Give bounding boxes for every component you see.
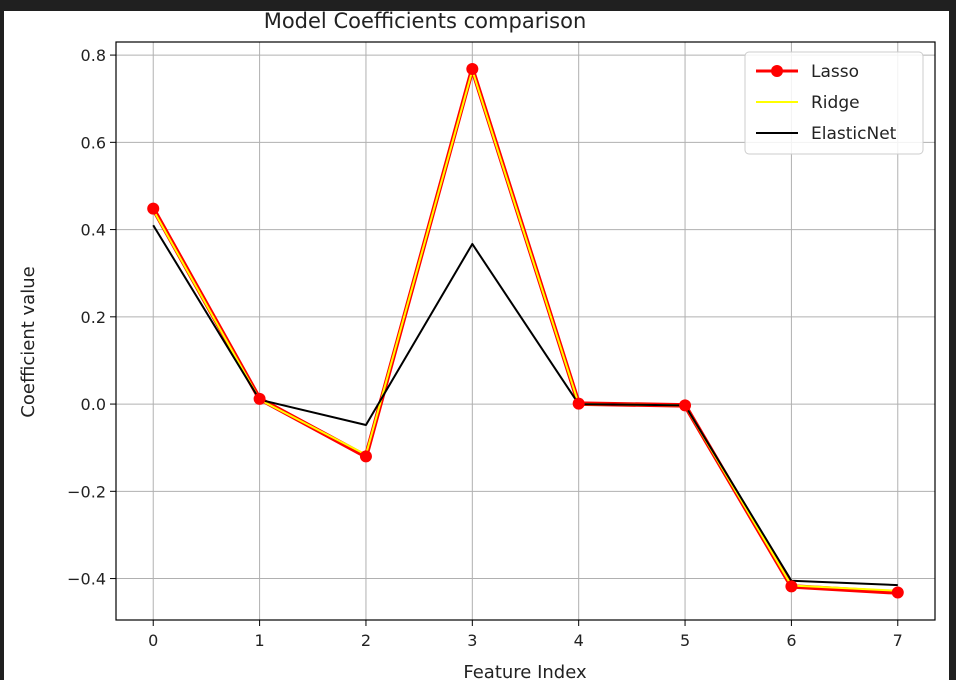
data-point-lasso bbox=[466, 63, 479, 76]
y-tick-label: 0.0 bbox=[81, 395, 106, 414]
data-point-lasso bbox=[785, 580, 798, 593]
x-axis-title: Feature Index bbox=[463, 662, 587, 680]
data-point-lasso bbox=[679, 399, 692, 412]
x-tick-label: 2 bbox=[361, 631, 371, 650]
legend-label-elasticnet: ElasticNet bbox=[811, 124, 897, 144]
axis-ticks: 0 1 2 3 4 5 6 7 −0.4 −0.2 0.0 0.2 0.4 0.6 0.8 bbox=[67, 46, 903, 650]
data-point-lasso bbox=[572, 397, 585, 410]
y-tick-label: 0.8 bbox=[81, 46, 106, 65]
y-tick-label: 0.6 bbox=[81, 133, 106, 152]
legend-label-lasso: Lasso bbox=[811, 62, 859, 82]
x-tick-label: 4 bbox=[574, 631, 584, 650]
legend: Lasso Ridge ElasticNet bbox=[744, 51, 924, 155]
x-tick-label: 0 bbox=[148, 631, 158, 650]
x-tick-label: 3 bbox=[467, 631, 477, 650]
series-line-elasticnet bbox=[152, 224, 898, 587]
legend-box bbox=[744, 51, 924, 155]
figure-canvas: Model Coefficients comparison 0 1 2 3 4 5 6 7 −0… bbox=[4, 11, 949, 680]
y-axis-title: Coefficient value bbox=[18, 266, 39, 417]
chart-title: Model Coefficients comparison bbox=[264, 11, 587, 33]
data-point-lasso bbox=[253, 392, 266, 405]
y-tick-label: 0.4 bbox=[81, 221, 106, 240]
y-tick-label: −0.2 bbox=[67, 482, 106, 501]
series-line-ridge bbox=[152, 69, 898, 592]
data-point-lasso bbox=[891, 586, 904, 599]
legend-marker-lasso bbox=[771, 65, 783, 77]
x-tick-label: 7 bbox=[893, 631, 903, 650]
x-tick-label: 1 bbox=[254, 631, 264, 650]
plot-area-frame bbox=[115, 41, 936, 621]
line-chart: Model Coefficients comparison 0 1 2 3 4 5 6 7 −0… bbox=[18, 11, 936, 680]
x-tick-label: 5 bbox=[680, 631, 690, 650]
y-tick-label: 0.2 bbox=[81, 308, 106, 327]
legend-label-ridge: Ridge bbox=[811, 93, 860, 113]
data-point-lasso bbox=[359, 450, 372, 463]
data-point-lasso bbox=[147, 202, 160, 215]
x-tick-label: 6 bbox=[786, 631, 796, 650]
series-lines bbox=[151, 66, 898, 595]
series-markers bbox=[147, 63, 904, 599]
y-tick-label: −0.4 bbox=[67, 570, 106, 589]
